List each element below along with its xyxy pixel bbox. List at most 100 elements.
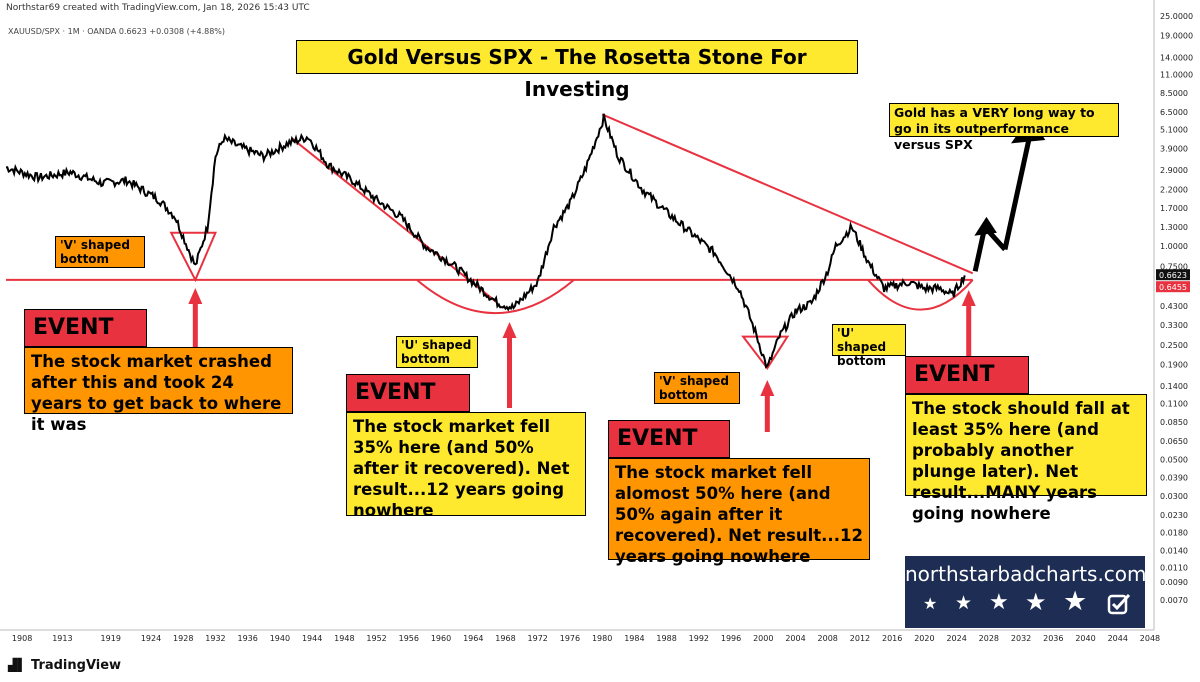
y-tick-label: 25.0000 <box>1160 12 1193 21</box>
star-icon: ★ <box>955 592 973 614</box>
event-4-arrow-head <box>961 290 976 306</box>
star-icon: ★ <box>1025 588 1047 616</box>
x-tick-label: 1984 <box>624 634 644 643</box>
event-4-description: The stock should fall at least 35% here … <box>905 394 1147 523</box>
x-tick-label: 1992 <box>689 634 709 643</box>
x-tick-label: 1996 <box>721 634 741 643</box>
event-2-label: EVENT #2 <box>346 374 470 441</box>
x-tick-label: 2036 <box>1043 634 1063 643</box>
tradingview-name: TradingView <box>31 658 122 673</box>
y-tick-label: 0.0110 <box>1160 564 1188 573</box>
brand-name: northstarbadcharts.com <box>905 562 1147 586</box>
x-tick-label: 1936 <box>238 634 258 643</box>
x-tick-label: 1988 <box>656 634 676 643</box>
y-tick-label: 0.0850 <box>1160 418 1188 427</box>
v-shape-1 <box>169 231 217 283</box>
y-tick-label: 0.7500 <box>1160 262 1188 271</box>
second-price-badge <box>1156 281 1190 293</box>
y-tick-label: 6.5000 <box>1160 108 1188 117</box>
y-tick-label: 3.9000 <box>1160 145 1188 154</box>
y-tick-label: 0.0650 <box>1160 437 1188 446</box>
x-tick-label: 2028 <box>979 634 999 643</box>
event-2-arrow-head <box>502 322 517 338</box>
u-shape-1 <box>416 279 575 315</box>
y-tick-label: 2.9000 <box>1160 166 1188 175</box>
y-tick-label: 1.7000 <box>1160 204 1188 213</box>
x-tick-label: 1980 <box>592 634 612 643</box>
tradingview-icon: ▟▌ <box>8 658 27 672</box>
gold-note: Gold has a VERY long way to go in its ou… <box>889 103 1119 152</box>
event-1-arrow-head <box>188 288 203 304</box>
x-tick-label: 2032 <box>1011 634 1031 643</box>
x-tick-label: 1972 <box>528 634 548 643</box>
y-tick-label: 1.3000 <box>1160 223 1188 232</box>
tradingview-logo: ▟▌ TradingView <box>8 658 121 673</box>
v-shape-2 <box>741 335 790 370</box>
symbol-info: XAUUSD/SPX · 1M · OANDA 0.6623 +0.0308 (… <box>8 27 226 36</box>
event-3-label: EVENT #3 <box>608 420 730 487</box>
x-tick-label: 1976 <box>560 634 580 643</box>
x-tick-label: 1913 <box>52 634 72 643</box>
y-tick-label: 0.2500 <box>1160 341 1188 350</box>
x-tick-label: 2008 <box>818 634 838 643</box>
x-tick-label: 2024 <box>946 634 966 643</box>
y-tick-label: 0.0090 <box>1160 578 1188 587</box>
x-tick-label: 1960 <box>431 634 451 643</box>
y-tick-label: 1.0000 <box>1160 242 1188 251</box>
x-tick-label: 2020 <box>914 634 934 643</box>
x-tick-label: 1932 <box>205 634 225 643</box>
x-tick-label: 2040 <box>1075 634 1095 643</box>
x-tick-label: 1948 <box>334 634 354 643</box>
y-tick-label: 2.2000 <box>1160 186 1188 195</box>
y-tick-label: 19.0000 <box>1160 32 1193 41</box>
event-1-label: EVENT #1 <box>24 309 147 376</box>
u-bottom-label-2: 'U' shaped bottom <box>832 324 906 368</box>
y-tick-label: 11.0000 <box>1160 71 1193 80</box>
x-tick-label: 1940 <box>270 634 290 643</box>
price-series-line <box>5 113 966 369</box>
y-tick-label: 14.0000 <box>1160 53 1193 62</box>
chart-title: Gold Versus SPX - The Rosetta Stone For … <box>296 40 858 101</box>
second-price-label: 0.6455 <box>1159 283 1187 292</box>
y-tick-label: 0.3300 <box>1160 321 1188 330</box>
projection-small-head <box>974 216 997 236</box>
x-tick-label: 1952 <box>366 634 386 643</box>
brand-badge: northstarbadcharts.com ★ ★ ★ ★ ★ <box>905 556 1147 628</box>
x-tick-label: 2048 <box>1140 634 1160 643</box>
event-3-description: The stock market fell alomost 50% here (… <box>608 458 870 566</box>
event-2-description: The stock market fell 35% here (and 50% … <box>346 412 586 520</box>
v-bottom-label-2: 'V' shaped bottom <box>654 372 740 404</box>
chart-creator: Northstar69 created with TradingView.com… <box>6 3 310 13</box>
x-tick-label: 2012 <box>850 634 870 643</box>
y-tick-label: 0.4300 <box>1160 302 1188 311</box>
y-tick-label: 0.0300 <box>1160 492 1188 501</box>
event-3-arrow-head <box>760 380 775 396</box>
projection-segment <box>1002 137 1032 250</box>
x-tick-label: 1968 <box>495 634 515 643</box>
y-tick-label: 0.1100 <box>1160 399 1188 408</box>
u-shape-2 <box>867 279 974 311</box>
u-bottom-label-1: 'U' shaped bottom <box>396 336 478 368</box>
x-tick-label: 1924 <box>141 634 161 643</box>
y-tick-label: 0.1400 <box>1160 382 1188 391</box>
x-tick-label: 1908 <box>12 634 32 643</box>
trendline-downtrend-1980-2026 <box>601 113 974 275</box>
star-icon: ★ <box>989 590 1009 615</box>
y-tick-label: 5.1000 <box>1160 125 1188 134</box>
y-tick-label: 0.0500 <box>1160 456 1188 465</box>
star-icon: ★ <box>1063 586 1088 617</box>
y-tick-label: 0.0390 <box>1160 473 1188 482</box>
y-tick-label: 0.1900 <box>1160 360 1188 369</box>
star-icon: ★ <box>923 594 938 613</box>
x-tick-label: 1919 <box>101 634 121 643</box>
y-tick-label: 0.0140 <box>1160 547 1188 556</box>
check-box-icon <box>1107 593 1131 615</box>
x-tick-label: 1964 <box>463 634 483 643</box>
y-tick-label: 0.0070 <box>1160 596 1188 605</box>
y-tick-label: 8.5000 <box>1160 89 1188 98</box>
x-tick-label: 1928 <box>173 634 193 643</box>
last-price-label: 0.6623 <box>1159 271 1187 280</box>
x-tick-label: 2016 <box>882 634 902 643</box>
x-tick-label: 1944 <box>302 634 322 643</box>
y-tick-label: 0.0180 <box>1160 529 1188 538</box>
